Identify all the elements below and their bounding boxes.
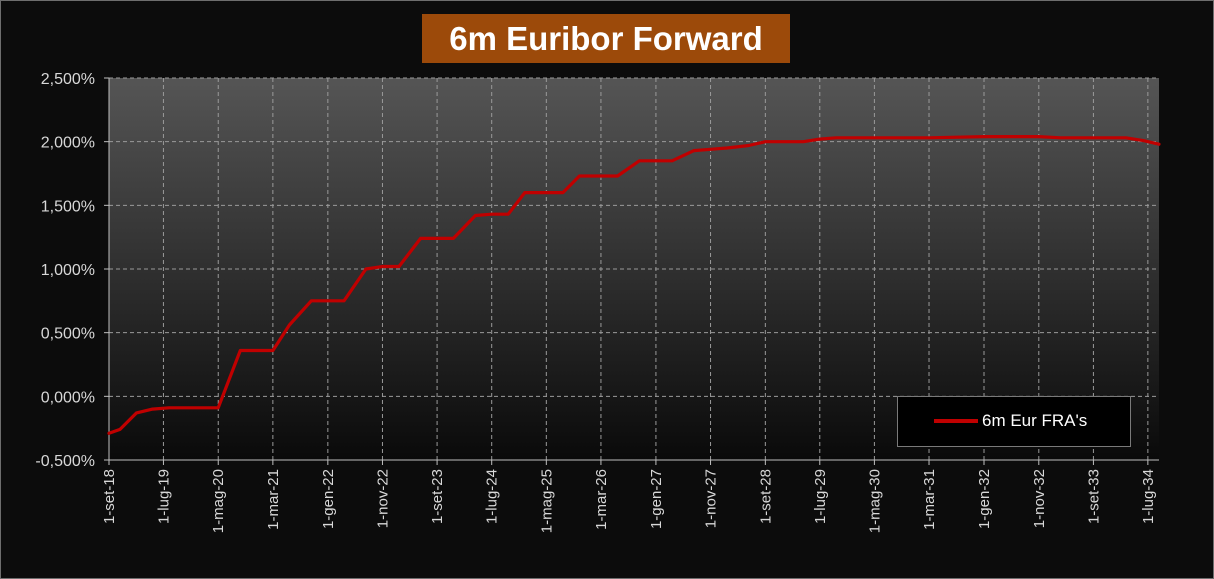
x-tick-label: 1-gen-27 <box>648 469 665 529</box>
data-point <box>397 265 401 268</box>
data-point <box>167 406 171 409</box>
x-tick-label: 1-nov-32 <box>1031 469 1048 528</box>
data-point <box>184 406 187 409</box>
data-point <box>255 349 258 352</box>
data-point <box>802 140 805 143</box>
y-tick-label: 2,000% <box>41 135 95 152</box>
data-point <box>927 136 931 140</box>
data-point <box>545 191 548 194</box>
x-tick-label: 1-lug-24 <box>484 469 501 524</box>
data-point <box>709 148 712 151</box>
y-tick-label: 1,000% <box>41 262 95 279</box>
data-point <box>638 159 641 162</box>
data-point <box>692 149 696 152</box>
data-point <box>107 432 111 435</box>
x-tick-label: 1-set-28 <box>757 469 774 524</box>
data-point <box>873 136 876 140</box>
x-tick-label: 1-mag-20 <box>210 469 227 533</box>
chart-title: 6m Euribor Forward <box>422 14 790 63</box>
data-point <box>326 299 330 303</box>
data-point <box>419 237 422 240</box>
data-point <box>151 407 154 411</box>
data-point <box>835 136 838 140</box>
x-tick-label: 1-gen-32 <box>976 469 993 529</box>
data-point <box>561 191 565 194</box>
data-point <box>1015 135 1018 138</box>
data-point <box>1092 136 1095 140</box>
x-tick-label: 1-mar-31 <box>921 469 938 530</box>
data-point <box>725 146 729 150</box>
data-point <box>1124 136 1128 140</box>
data-point <box>452 237 455 240</box>
y-tick-label: 0,500% <box>41 326 95 343</box>
data-point <box>239 349 242 352</box>
x-tick-label: 1-lug-29 <box>812 469 829 524</box>
y-tick-label: 2,500% <box>41 71 95 88</box>
x-tick-label: 1-set-18 <box>101 469 118 524</box>
data-point <box>118 428 122 431</box>
series-layer <box>107 135 1161 435</box>
x-tick-label: 1-mag-30 <box>866 469 883 533</box>
data-point <box>1037 135 1040 138</box>
data-point <box>1141 139 1144 142</box>
x-tick-label: 1-mar-26 <box>593 469 610 530</box>
data-point <box>217 406 220 409</box>
data-point <box>507 213 510 216</box>
data-point <box>435 237 439 240</box>
data-point <box>857 136 860 140</box>
data-point <box>523 191 526 194</box>
data-point <box>895 136 898 140</box>
data-point <box>288 323 291 327</box>
data-point <box>764 140 767 143</box>
series-line-0 <box>107 135 1161 435</box>
x-tick-label: 1-set-33 <box>1085 469 1102 524</box>
data-point <box>1059 136 1062 140</box>
data-point <box>271 349 275 352</box>
data-point <box>654 159 658 162</box>
data-point <box>578 174 581 178</box>
data-point <box>818 137 821 141</box>
x-tick-label: 1-mar-21 <box>265 469 282 530</box>
data-point <box>1157 143 1161 146</box>
x-tick-label: 1-nov-27 <box>703 469 720 528</box>
y-ticks: 2,500% 2,000% 1,500% 1,000% 0,500% 0,000% -0,5… <box>35 71 109 470</box>
data-point <box>342 299 346 303</box>
legend-swatch <box>934 419 978 423</box>
legend: 6m Eur FRA's <box>897 396 1131 447</box>
data-point <box>490 213 493 216</box>
data-point <box>670 159 674 162</box>
data-point <box>135 411 138 415</box>
x-ticks: 1-set-18 1-lug-19 1-mag-20 1-mar-21 1-gen-22… <box>101 460 1157 533</box>
x-tick-label: 1-lug-34 <box>1140 469 1157 524</box>
data-point <box>599 174 603 178</box>
data-point <box>381 265 384 268</box>
data-point <box>474 214 477 217</box>
data-point <box>616 174 619 178</box>
x-tick-label: 1-lug-19 <box>155 469 172 524</box>
x-tick-label: 1-nov-22 <box>374 469 391 528</box>
data-point <box>200 406 204 409</box>
y-tick-label: -0,500% <box>35 453 95 470</box>
data-point <box>310 299 313 303</box>
x-tick-label: 1-set-23 <box>429 469 446 524</box>
data-point <box>780 140 783 143</box>
y-tick-label: 0,000% <box>41 389 95 406</box>
y-tick-label: 1,500% <box>41 198 95 215</box>
legend-label: 6m Eur FRA's <box>982 411 1088 430</box>
data-point <box>364 267 368 271</box>
x-tick-label: 1-gen-22 <box>320 469 337 529</box>
data-point <box>982 135 986 138</box>
data-point <box>747 144 751 147</box>
x-tick-label: 1-mag-25 <box>538 469 555 533</box>
